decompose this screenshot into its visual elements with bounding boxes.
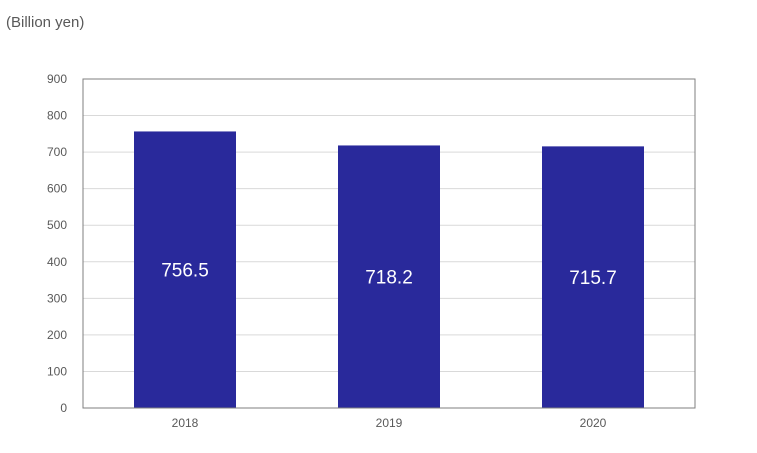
data-labels: 756.5 718.2 715.7 <box>161 261 617 289</box>
bar-2018 <box>134 131 236 409</box>
bar-2020 <box>542 146 644 408</box>
y-tick-label: 400 <box>47 255 67 269</box>
data-label: 715.7 <box>569 268 617 289</box>
x-tick-label: 2019 <box>376 416 403 430</box>
x-tick-label: 2018 <box>172 416 199 430</box>
data-label: 756.5 <box>161 261 209 282</box>
y-tick-label: 200 <box>47 328 67 342</box>
y-tick-label: 0 <box>60 401 67 415</box>
x-axis-ticks: 2018 2019 2020 <box>172 416 607 430</box>
x-tick-label: 2020 <box>580 416 607 430</box>
unit-label: (Billion yen) <box>6 14 85 31</box>
y-tick-label: 800 <box>47 109 67 123</box>
y-tick-label: 700 <box>47 145 67 159</box>
y-tick-label: 100 <box>47 364 67 378</box>
y-axis-ticks: 0 100 200 300 400 500 600 700 800 900 <box>47 72 67 415</box>
plot-area-frame <box>82 78 696 409</box>
y-tick-label: 300 <box>47 291 67 305</box>
y-tick-label: 600 <box>47 182 67 196</box>
data-label: 718.2 <box>365 268 413 289</box>
bar-2019 <box>338 145 440 408</box>
bars <box>134 131 644 409</box>
y-tick-label: 900 <box>47 72 67 86</box>
y-tick-label: 500 <box>47 218 67 232</box>
